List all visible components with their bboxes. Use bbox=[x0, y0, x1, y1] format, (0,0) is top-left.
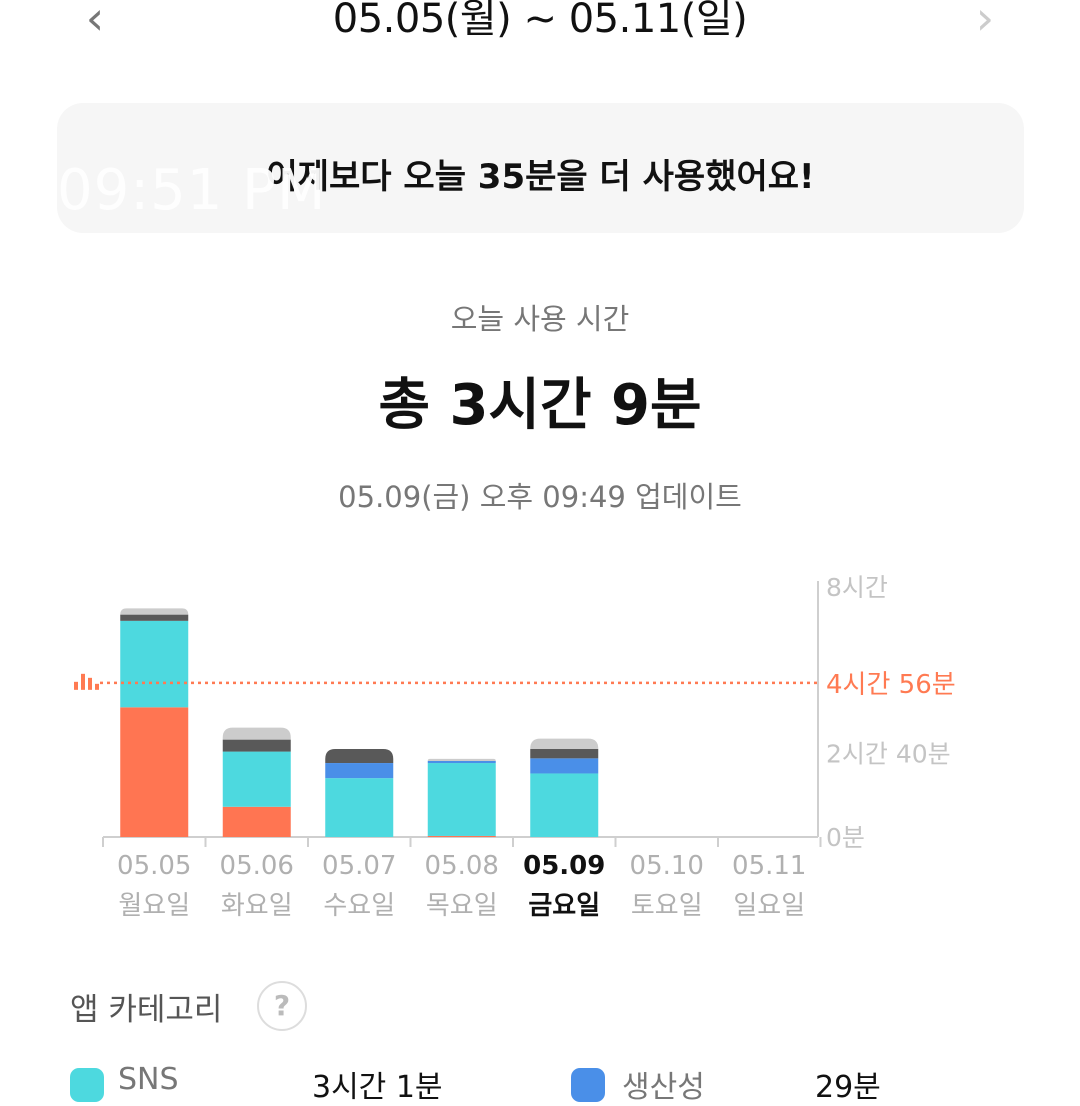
x-day-label: 금요일 bbox=[528, 891, 600, 921]
legend-swatch bbox=[571, 1068, 605, 1102]
week-range-title: 05.05(월) ~ 05.11(일) bbox=[332, 0, 748, 42]
comparison-banner: 어제보다 오늘 35분을 더 사용했어요! bbox=[57, 103, 1024, 233]
x-day-label: 화요일 bbox=[221, 891, 293, 921]
bar-segment bbox=[222, 751, 291, 807]
x-day-label: 월요일 bbox=[118, 891, 190, 921]
weekly-usage-chart: 8시간 2시간 40분 0분 4시간 56분 05.05 월요일 05.06 화요일 05.07… bbox=[74, 573, 956, 921]
bar-segment bbox=[120, 614, 189, 621]
bar-segment bbox=[222, 739, 291, 752]
average-label: 4시간 56분 bbox=[826, 670, 956, 700]
bar-segment bbox=[120, 608, 189, 615]
usage-total: 총 3시간 9분 bbox=[378, 373, 702, 438]
help-icon[interactable]: ? bbox=[257, 981, 307, 1031]
bar-segment bbox=[222, 806, 291, 837]
updated-timestamp: 05.09(금) 오후 09:49 업데이트 bbox=[338, 480, 742, 514]
x-date-label: 05.06 bbox=[220, 851, 294, 881]
bar-segment bbox=[530, 773, 599, 837]
bar-segment bbox=[427, 760, 496, 764]
x-date-label: 05.11 bbox=[732, 851, 806, 881]
week-navigation: ‹ 05.05(월) ~ 05.11(일) › bbox=[0, 0, 1080, 60]
bar-segment bbox=[427, 763, 496, 836]
clock-overlay: 09:51 PM bbox=[57, 158, 327, 223]
y-tick-label: 2시간 40분 bbox=[826, 740, 951, 769]
bar-segment bbox=[325, 763, 394, 779]
legend-name: 생산성 bbox=[622, 1070, 705, 1105]
x-date-label: 05.10 bbox=[630, 851, 704, 881]
bar-segment bbox=[222, 727, 291, 740]
x-date-label: 05.05 bbox=[117, 851, 191, 881]
legend-time: 3시간 1분 bbox=[312, 1070, 443, 1105]
bar-segment bbox=[530, 748, 599, 759]
legend-swatch bbox=[70, 1068, 104, 1102]
bar-segment bbox=[530, 758, 599, 774]
x-date-label: 05.09 bbox=[523, 851, 605, 881]
comparison-message: 어제보다 오늘 35분을 더 사용했어요! bbox=[266, 157, 815, 197]
y-tick-label: 0분 bbox=[826, 823, 865, 852]
bar-segment bbox=[427, 758, 496, 761]
x-date-label: 05.08 bbox=[425, 851, 499, 881]
bar-segment bbox=[325, 748, 394, 764]
category-title: 앱 카테고리 bbox=[70, 992, 223, 1028]
x-day-label: 목요일 bbox=[426, 891, 498, 921]
bar-segment bbox=[325, 778, 394, 837]
x-date-label: 05.07 bbox=[322, 851, 396, 881]
x-day-label: 일요일 bbox=[733, 891, 805, 921]
y-tick-label: 8시간 bbox=[826, 573, 888, 602]
bar-segment bbox=[120, 620, 189, 708]
usage-label: 오늘 사용 시간 bbox=[450, 302, 630, 336]
x-day-label: 수요일 bbox=[323, 891, 395, 921]
bar-chart-icon bbox=[74, 673, 99, 690]
bar-segment bbox=[120, 707, 189, 837]
bar-segment bbox=[427, 835, 496, 837]
chevron-right-icon[interactable]: › bbox=[975, 0, 995, 45]
chevron-left-icon[interactable]: ‹ bbox=[85, 0, 105, 45]
x-day-label: 토요일 bbox=[631, 891, 703, 921]
legend-time: 29분 bbox=[815, 1070, 881, 1105]
bar-segment bbox=[530, 738, 599, 749]
